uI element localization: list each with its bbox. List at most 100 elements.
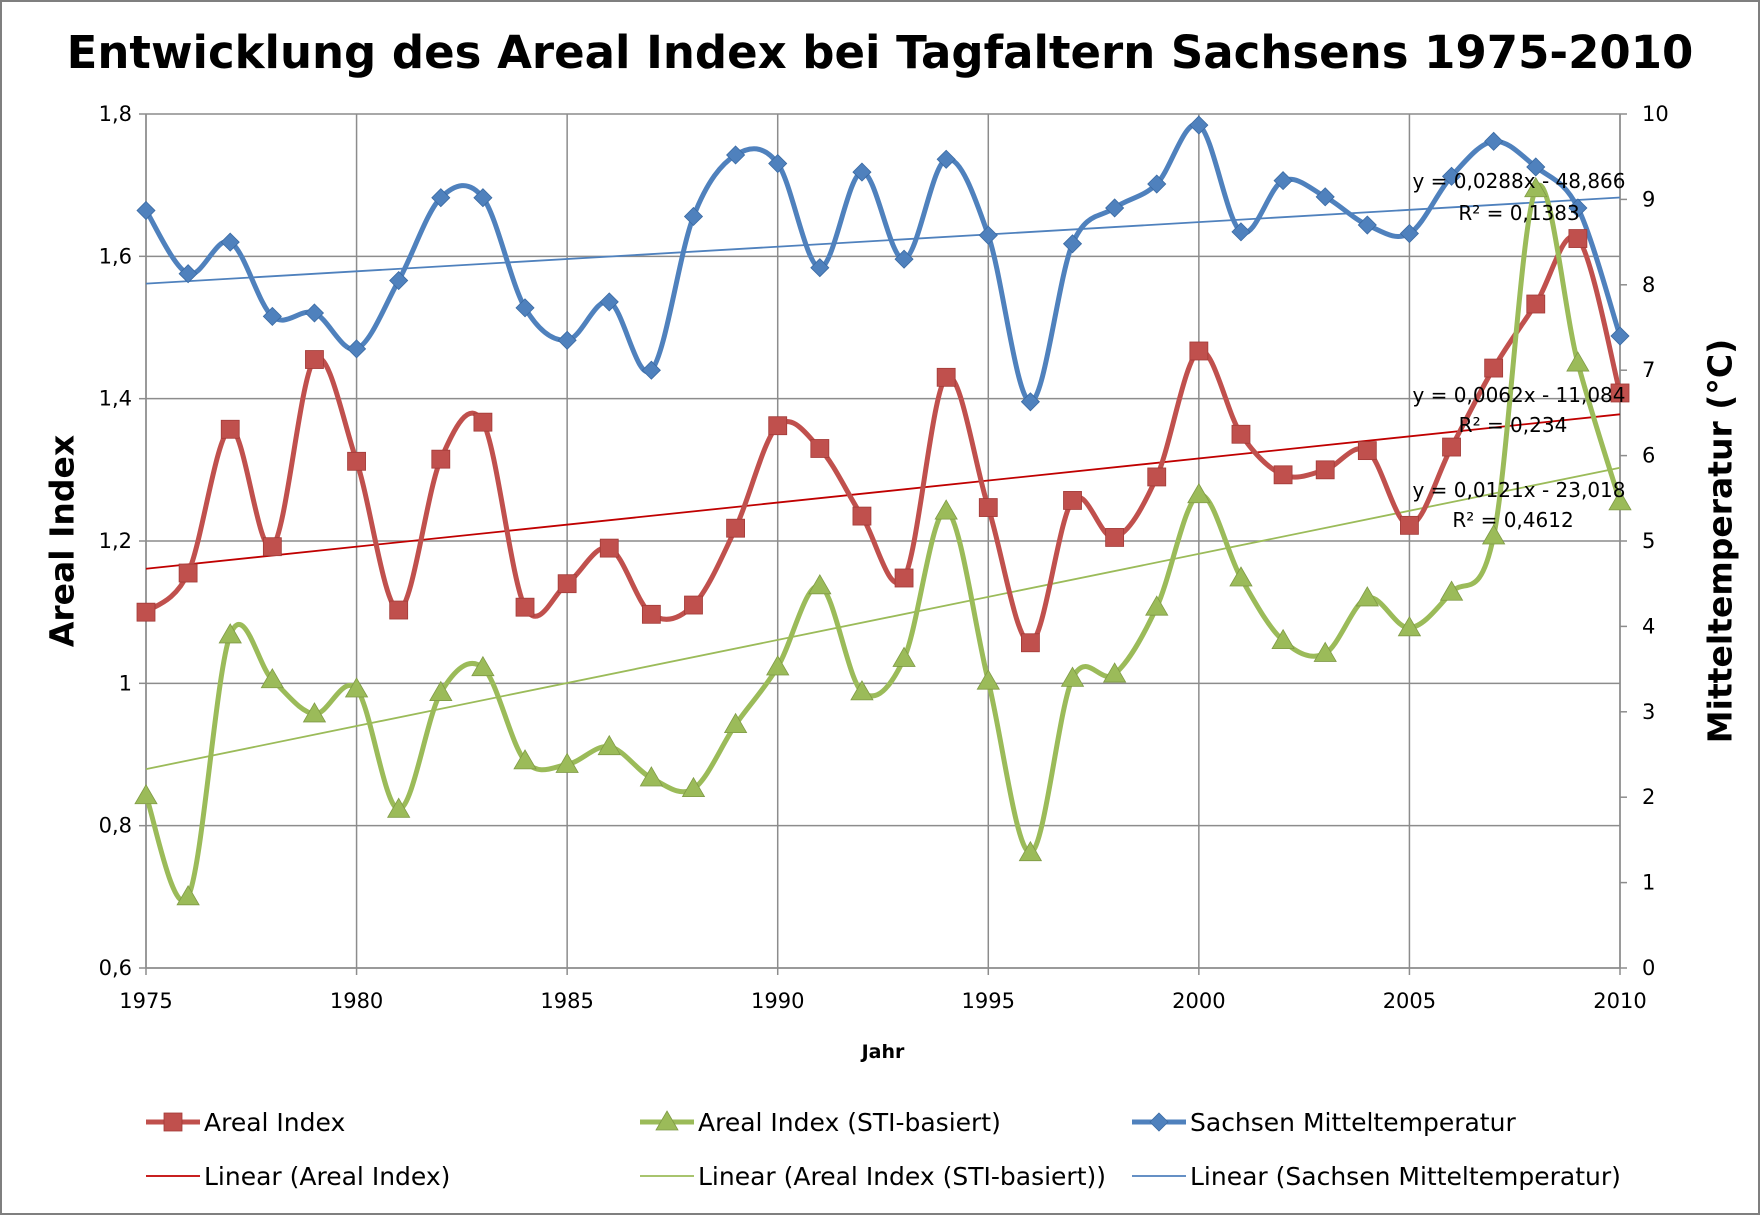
y-tick-label: 1,6 — [99, 244, 132, 268]
data-point-square — [810, 439, 830, 458]
y-tick-label: 1,8 — [99, 102, 132, 126]
data-point-diamond — [1526, 157, 1546, 177]
data-point-square — [178, 563, 198, 583]
y2-tick-label: 5 — [1642, 529, 1655, 553]
y-tick-label: 0,6 — [99, 956, 132, 980]
data-point-triangle — [513, 749, 537, 770]
x-axis-title: Jahr — [860, 1041, 905, 1063]
trend-equations: y = 0,0062x - 11,084 R² = 0,234 y = 0,0121… — [1412, 169, 1625, 532]
y2-axis-title: Mitteltemperatur (°C) — [1701, 339, 1740, 743]
data-point-triangle — [723, 712, 748, 734]
data-point-diamond — [1147, 174, 1167, 194]
data-point-diamond — [683, 206, 704, 227]
trend-equation: y = 0,0121x - 23,018 — [1412, 478, 1625, 502]
data-point-triangle — [892, 646, 916, 667]
data-point-square — [1231, 424, 1251, 444]
data-point-diamond — [1568, 198, 1588, 218]
data-point-square — [1526, 294, 1546, 314]
data-point-triangle — [1060, 666, 1085, 687]
trend-equation: y = 0,0062x - 11,084 — [1412, 383, 1625, 407]
data-point-triangle — [1566, 351, 1590, 372]
y2-tick-label: 7 — [1642, 358, 1655, 382]
x-tick-label: 1995 — [962, 989, 1015, 1013]
data-point-diamond — [768, 153, 788, 174]
data-point-triangle — [597, 734, 621, 756]
data-point-square — [894, 568, 914, 588]
data-point-triangle — [176, 885, 200, 906]
data-point-square — [431, 449, 451, 469]
data-point-square — [852, 506, 872, 526]
data-point-square — [1568, 229, 1588, 248]
data-point-triangle — [344, 677, 369, 698]
data-point-square — [1357, 441, 1377, 461]
data-point-diamond — [136, 200, 156, 221]
data-point-triangle — [1439, 580, 1464, 601]
legend-marker — [163, 1112, 183, 1132]
data-point-triangle — [1313, 641, 1337, 662]
data-point-triangle — [808, 574, 832, 595]
data-point-square — [1189, 341, 1209, 361]
x-tick-label: 1990 — [751, 989, 804, 1013]
data-point-triangle — [1524, 176, 1548, 198]
data-point-square — [1315, 460, 1335, 480]
data-point-triangle — [1145, 595, 1169, 616]
data-point-square — [305, 350, 324, 369]
legend-label: Sachsen Mitteltemperatur — [1190, 1108, 1516, 1137]
data-point-triangle — [1608, 490, 1632, 511]
data-point-diamond — [599, 292, 619, 312]
data-point-triangle — [555, 752, 579, 773]
data-point-diamond — [1610, 326, 1630, 346]
trend-r-squared: R² = 0,1383 — [1458, 201, 1579, 225]
axes — [139, 113, 1627, 975]
data-point-diamond — [1105, 198, 1125, 218]
data-point-square — [557, 574, 577, 594]
data-point-square — [1063, 491, 1082, 510]
data-point-triangle — [218, 623, 242, 644]
data-point-square — [1484, 358, 1504, 378]
data-point-triangle — [1187, 482, 1211, 504]
data-point-square — [1147, 467, 1167, 487]
data-point-triangle — [1271, 628, 1295, 650]
data-point-triangle — [934, 499, 958, 520]
data-point-diamond — [1273, 171, 1293, 191]
data-point-diamond — [726, 145, 746, 165]
data-point-triangle — [260, 667, 285, 689]
y2-tick-label: 9 — [1642, 187, 1655, 211]
y2-tick-label: 8 — [1642, 273, 1655, 297]
data-point-triangle — [1397, 616, 1422, 637]
data-point-square — [641, 604, 661, 624]
legend-marker — [655, 1110, 679, 1131]
data-point-square — [347, 451, 366, 471]
data-point-diamond — [389, 270, 409, 291]
series-line-0 — [143, 233, 1623, 646]
data-point-diamond — [810, 258, 830, 278]
data-point-triangle — [1229, 566, 1253, 587]
trend-line — [145, 466, 1621, 770]
data-point-diamond — [894, 249, 914, 269]
data-point-triangle — [1355, 586, 1380, 607]
legend-label: Areal Index (STI-basiert) — [698, 1108, 1001, 1137]
y-tick-label: 0,8 — [99, 814, 132, 838]
data-point-square — [1021, 633, 1040, 653]
data-point-triangle — [766, 655, 790, 676]
data-point-square — [726, 518, 745, 538]
data-point-square — [1273, 465, 1293, 485]
y2-tick-label: 1 — [1642, 871, 1655, 895]
x-tick-label: 1980 — [330, 989, 383, 1013]
data-point-diamond — [178, 264, 198, 284]
data-point-triangle — [850, 680, 874, 701]
y-tick-label: 1,4 — [99, 387, 132, 411]
y2-tick-label: 3 — [1642, 700, 1655, 724]
series-line-2 — [143, 121, 1623, 405]
data-point-square — [936, 367, 956, 387]
data-point-diamond — [1020, 392, 1040, 412]
data-point-square — [473, 412, 493, 432]
series-line-1 — [143, 182, 1623, 904]
data-point-diamond — [304, 303, 325, 323]
x-tick-label: 1985 — [540, 989, 593, 1013]
data-point-triangle — [1481, 524, 1506, 545]
data-point-diamond — [1441, 166, 1462, 186]
trend-line — [145, 196, 1621, 285]
